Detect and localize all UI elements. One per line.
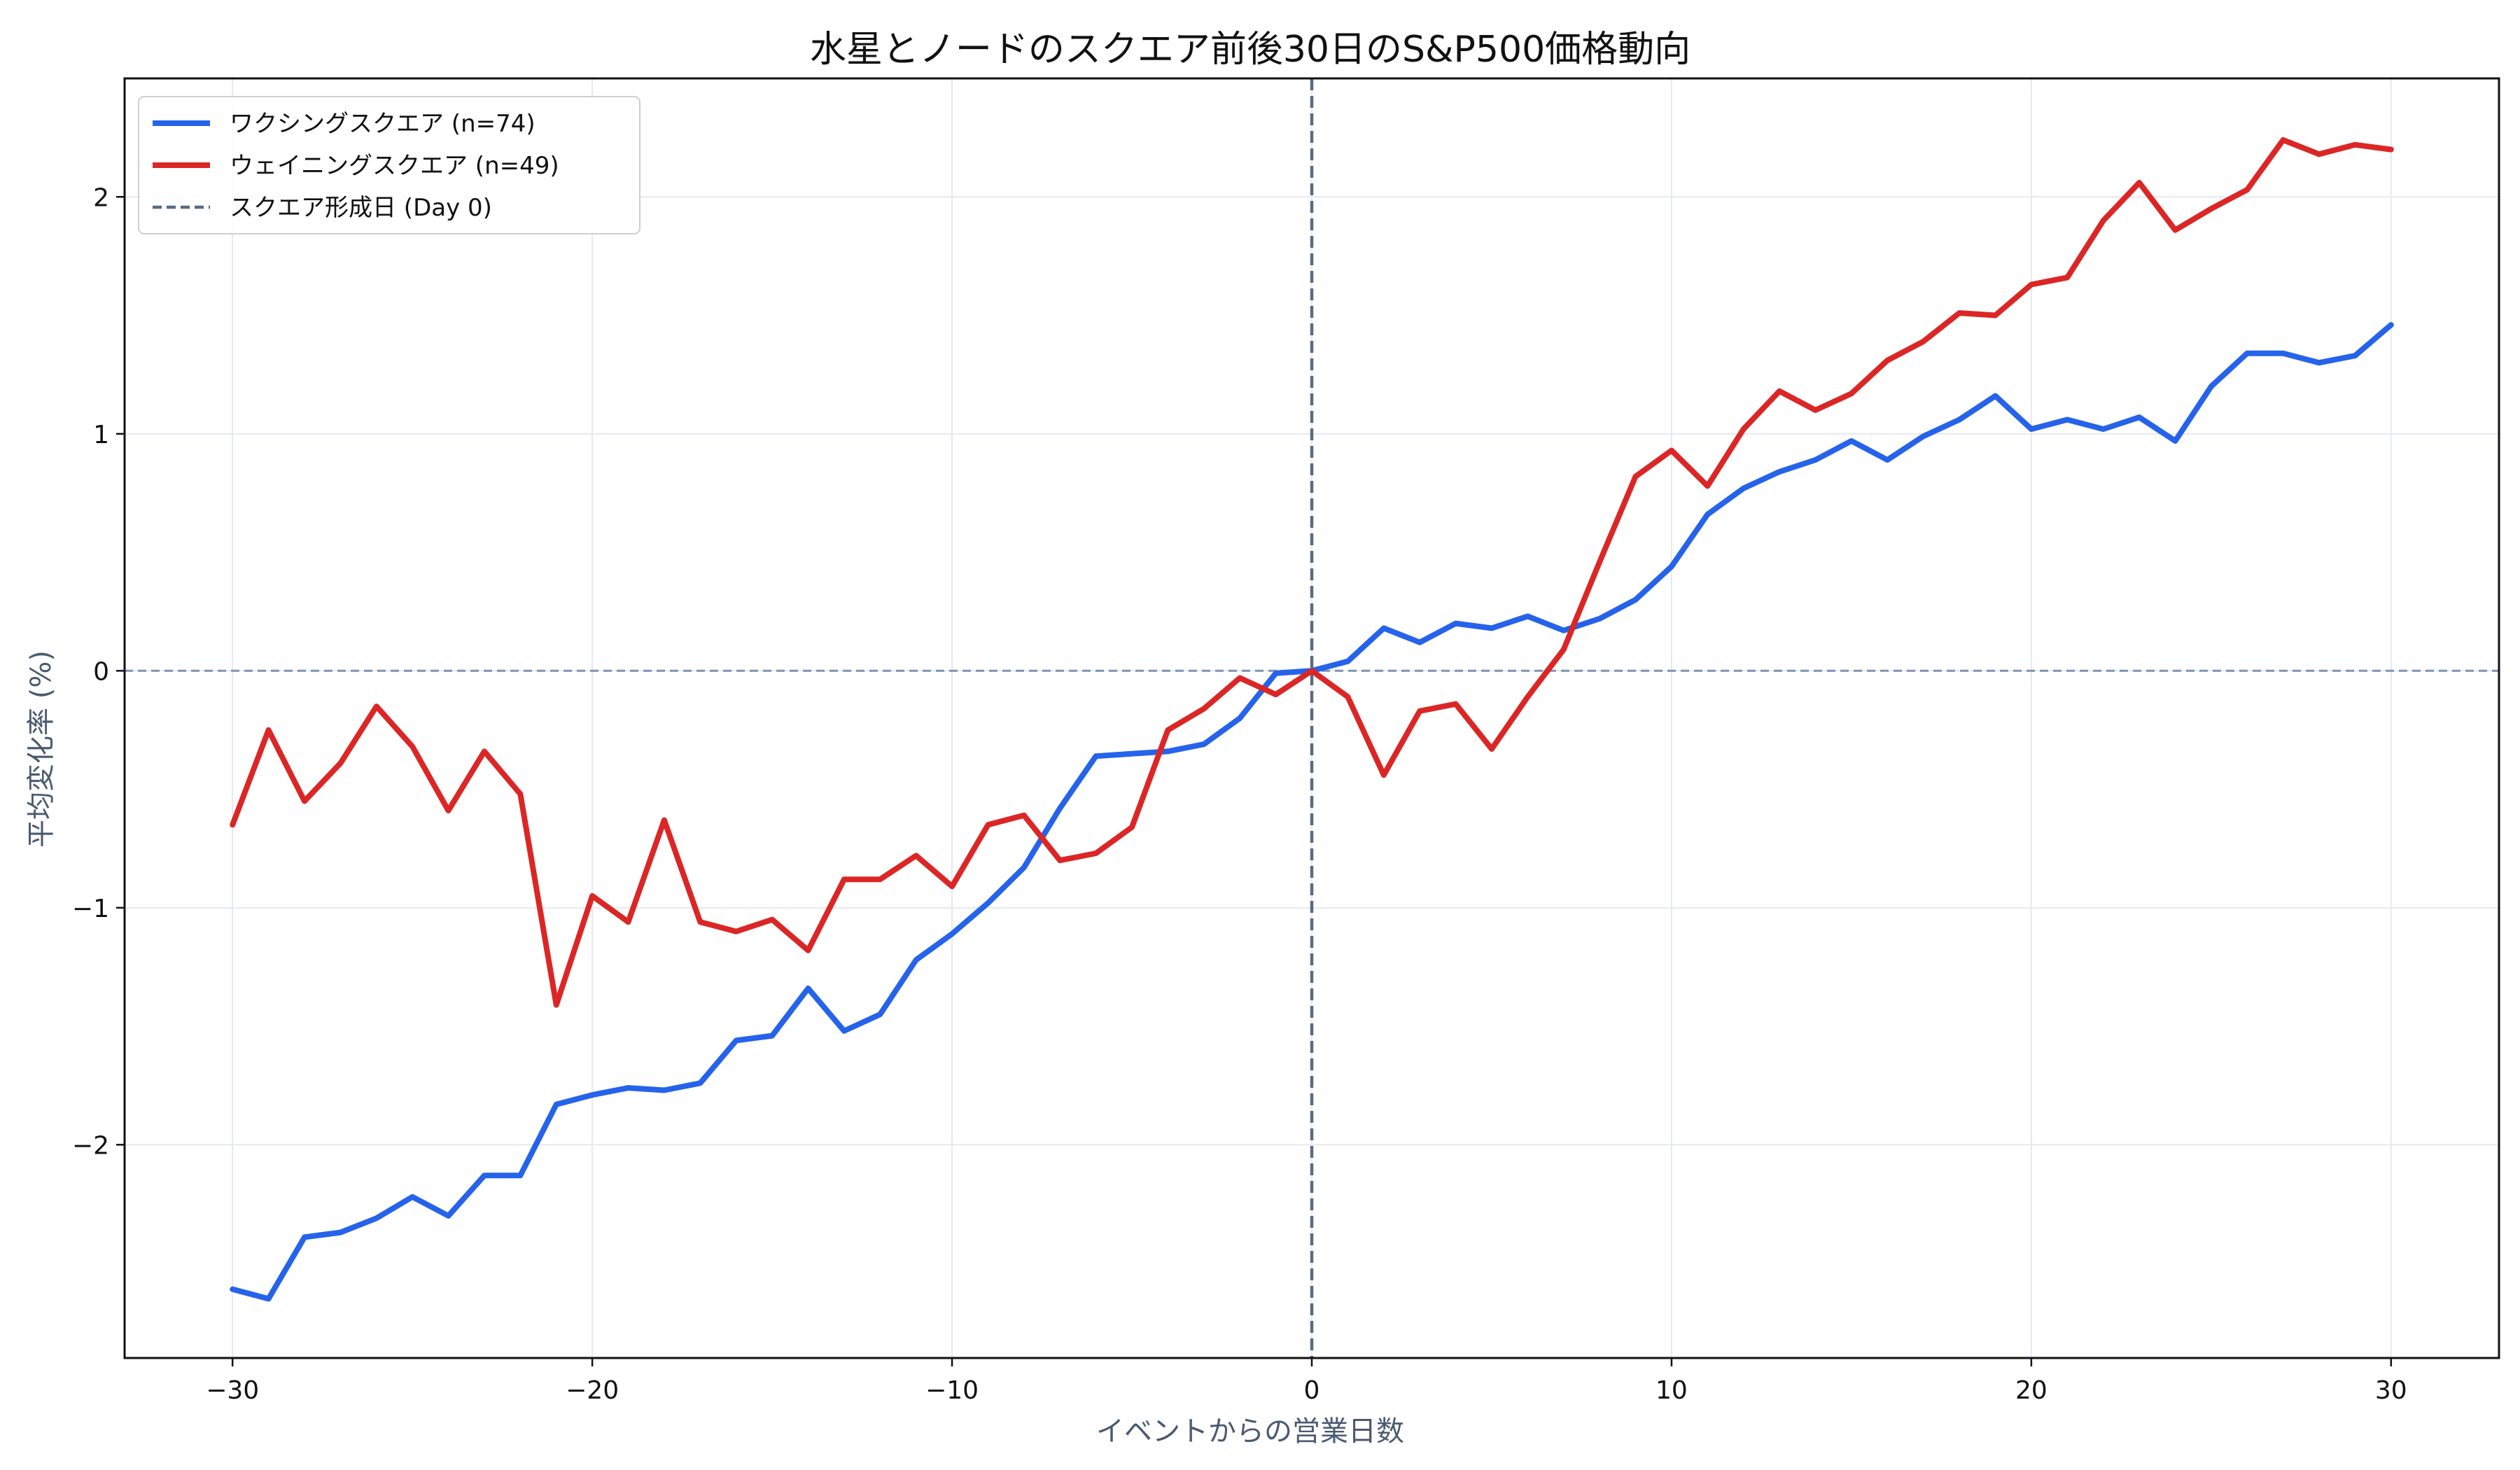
series-lines <box>230 137 2394 1302</box>
x-tick-label: 20 <box>2015 1376 2047 1405</box>
x-tick-label: 0 <box>1304 1376 1320 1405</box>
x-axis-label: イベントからの営業日数 <box>1096 1415 1404 1448</box>
legend: ワクシングスクエア (n=74) ウェイニングスクエア (n=49) スクエア形成日… <box>138 96 640 234</box>
x-tick-label: −20 <box>566 1376 619 1405</box>
legend-label-1: ワクシングスクエア (n=74) <box>230 110 536 138</box>
series-2-points <box>232 140 2391 1005</box>
x-tick-label: 30 <box>2375 1376 2407 1405</box>
x-tick-label: −10 <box>925 1376 979 1405</box>
y-axis-label: 平均変化率 (%) <box>25 650 57 848</box>
x-tick-label: −30 <box>206 1376 259 1405</box>
legend-label-2: ウェイニングスクエア (n=49) <box>230 152 559 180</box>
x-tick-label: 10 <box>1656 1376 1688 1405</box>
legend-label-3: スクエア形成日 (Day 0) <box>230 194 492 222</box>
legend-box <box>138 96 640 234</box>
series-1-points <box>232 325 2391 1299</box>
y-tick-label: 1 <box>93 421 109 449</box>
y-tick-label: −1 <box>72 895 109 923</box>
y-tick-label: −2 <box>72 1131 109 1160</box>
chart-title: 水星とノードのスクエア前後30日のS&P500価格動向 <box>810 29 1690 71</box>
y-tick-label: 0 <box>93 657 109 686</box>
y-tick-label: 2 <box>93 183 109 212</box>
